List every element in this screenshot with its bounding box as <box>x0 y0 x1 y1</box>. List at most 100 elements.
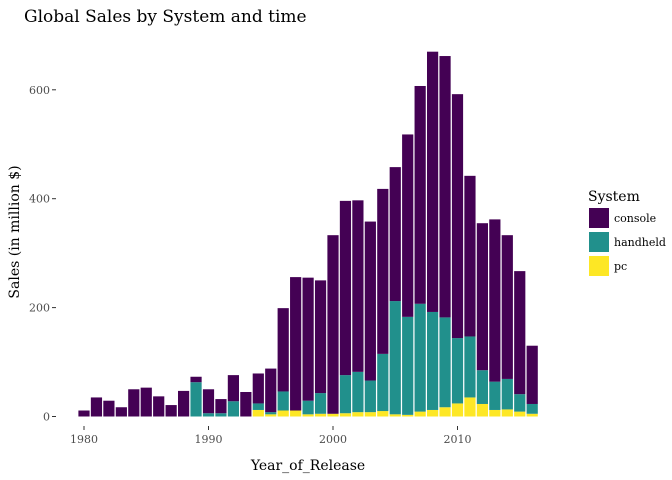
bar-console-2015 <box>514 271 526 395</box>
bar-console-2004 <box>377 188 389 354</box>
y-axis-title: Sales (in million $) <box>7 165 23 298</box>
bar-console-2013 <box>489 219 501 382</box>
bar-handheld-2002 <box>352 371 364 413</box>
bar-pc-2011 <box>464 397 476 417</box>
x-tick-label: 2010 <box>444 433 472 446</box>
bar-pc-2010 <box>451 403 464 417</box>
bar-console-2009 <box>439 56 451 318</box>
bar-pc-2004 <box>377 411 389 417</box>
bar-console-1990 <box>202 389 215 414</box>
bar-console-1989 <box>190 376 202 383</box>
bar-console-1991 <box>215 399 227 414</box>
bar-pc-2009 <box>439 407 451 417</box>
bar-console-1983 <box>115 407 127 417</box>
bar-handheld-1999 <box>314 393 327 414</box>
x-axis: 1980 1990 2000 2010 <box>70 426 472 446</box>
bar-console-1998 <box>302 277 314 401</box>
bar-handheld-1989 <box>190 382 202 417</box>
bar-handheld-1994 <box>252 403 264 410</box>
bar-console-2003 <box>364 221 376 381</box>
bar-handheld-2004 <box>377 353 389 412</box>
bar-console-2008 <box>427 51 439 312</box>
x-tick-label: 2000 <box>319 433 347 446</box>
bar-handheld-1995 <box>265 412 277 415</box>
bar-console-1981 <box>90 397 103 417</box>
bar-handheld-2007 <box>414 303 426 412</box>
bar-pc-1998 <box>302 414 314 417</box>
y-tick-label: 600 <box>29 84 50 97</box>
chart-title: Global Sales by System and time <box>24 7 307 27</box>
legend-swatch-pc <box>589 256 609 276</box>
bar-console-1986 <box>153 396 165 417</box>
legend-label-handheld: handheld <box>614 236 666 249</box>
bars <box>78 51 538 417</box>
y-tick-label: 200 <box>29 302 50 315</box>
bar-console-1985 <box>140 387 152 417</box>
bar-console-1997 <box>290 277 302 411</box>
bar-pc-1999 <box>314 413 327 417</box>
bar-console-2011 <box>464 175 476 337</box>
y-tick-label: 0 <box>43 411 50 424</box>
bar-console-1995 <box>265 368 277 413</box>
legend-title: System <box>588 189 640 205</box>
bar-console-1999 <box>314 280 327 394</box>
bar-console-2016 <box>526 345 538 404</box>
bar-console-2007 <box>414 85 426 304</box>
bar-console-2006 <box>402 134 414 317</box>
bar-pc-2005 <box>389 414 401 417</box>
bar-handheld-1990 <box>202 413 215 417</box>
bar-handheld-2014 <box>501 378 513 410</box>
bar-console-1992 <box>227 375 239 402</box>
bar-console-2001 <box>339 200 352 376</box>
bar-pc-2016 <box>526 413 538 417</box>
bar-handheld-2011 <box>464 336 476 398</box>
bar-pc-2012 <box>476 403 488 417</box>
bar-pc-1997 <box>290 410 302 417</box>
bar-handheld-1996 <box>277 391 289 411</box>
bar-pc-1994 <box>252 409 264 417</box>
bar-handheld-2015 <box>514 394 526 412</box>
bar-console-1993 <box>240 391 252 417</box>
bar-pc-2000 <box>327 413 339 417</box>
bar-pc-2007 <box>414 411 426 417</box>
bar-handheld-1991 <box>215 413 227 417</box>
bar-console-2014 <box>501 235 513 379</box>
bar-handheld-2005 <box>389 301 401 415</box>
y-axis: 0 200 400 600 <box>29 84 56 424</box>
x-tick-label: 1980 <box>70 433 98 446</box>
legend-swatch-console <box>589 208 609 228</box>
bar-console-1988 <box>178 390 190 417</box>
bar-console-2000 <box>327 235 339 414</box>
bar-pc-2008 <box>427 409 439 417</box>
bar-pc-1995 <box>265 414 277 417</box>
bar-pc-2015 <box>514 411 526 417</box>
x-axis-title: Year_of_Release <box>250 458 365 474</box>
legend-swatch-handheld <box>589 232 609 252</box>
bar-console-2012 <box>476 223 488 371</box>
bar-console-1987 <box>165 405 177 417</box>
x-tick-label: 1990 <box>195 433 223 446</box>
legend-label-pc: pc <box>614 260 627 273</box>
bar-pc-2013 <box>489 409 501 417</box>
bar-pc-2003 <box>364 412 376 417</box>
bar-handheld-1998 <box>302 400 314 415</box>
bar-handheld-2003 <box>364 380 376 413</box>
bar-pc-2001 <box>339 413 352 417</box>
bar-console-2005 <box>389 167 401 302</box>
bar-handheld-2001 <box>339 375 352 414</box>
bar-handheld-2008 <box>427 311 439 410</box>
y-tick-label: 400 <box>29 193 50 206</box>
bar-pc-2006 <box>402 414 414 417</box>
bar-console-1984 <box>128 389 140 417</box>
bar-console-1996 <box>277 308 289 392</box>
bar-console-2010 <box>451 94 464 339</box>
bar-console-1980 <box>78 410 90 417</box>
bar-handheld-2012 <box>476 370 488 404</box>
bar-handheld-2010 <box>451 338 464 404</box>
bar-pc-1996 <box>277 410 289 417</box>
legend-label-console: console <box>614 212 656 225</box>
bar-console-1994 <box>252 373 264 404</box>
bar-handheld-1992 <box>227 401 239 417</box>
bar-pc-2002 <box>352 412 364 417</box>
